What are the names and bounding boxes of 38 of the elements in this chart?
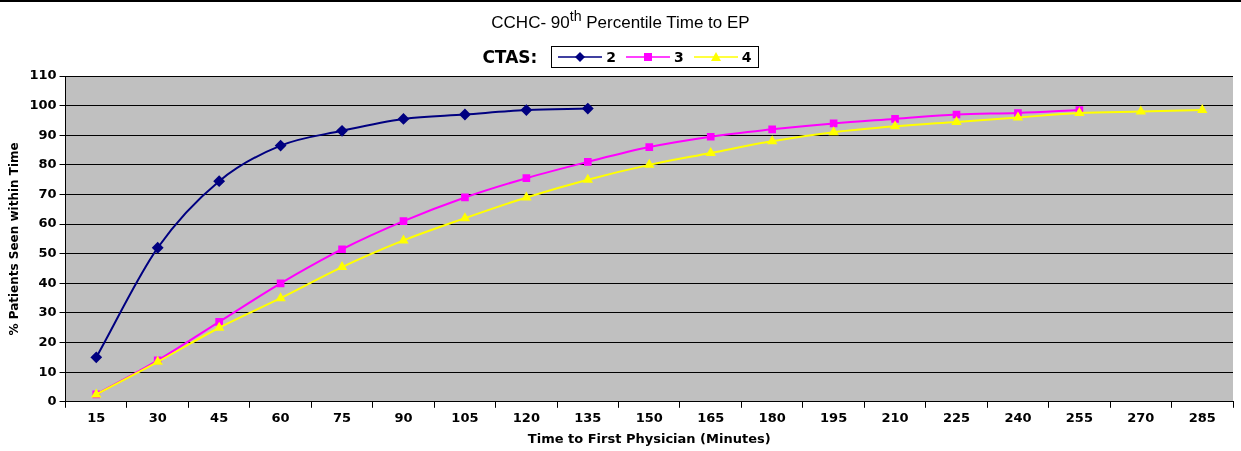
y-tick-label: 100: [29, 96, 57, 112]
y-tick-label: 30: [38, 304, 57, 320]
x-tick-label: 255: [1065, 409, 1093, 425]
x-tick-label: 210: [881, 409, 909, 425]
y-tick-label: 40: [38, 274, 57, 290]
x-tick-label: 30: [148, 409, 167, 425]
legend-label: 4: [741, 49, 752, 65]
y-tick-label: 110: [29, 67, 57, 83]
y-tick-label: 0: [47, 393, 57, 409]
x-tick-label: 75: [332, 409, 352, 425]
legend-label: 2: [606, 49, 617, 65]
x-axis-title: Time to First Physician (Minutes): [527, 430, 771, 446]
x-tick-label: 105: [451, 409, 479, 425]
x-tick-label: 15: [87, 409, 106, 425]
y-axis-title: % Patients Seen within Time: [7, 142, 22, 336]
x-tick-label: 285: [1188, 409, 1216, 425]
x-tick-label: 45: [210, 409, 229, 425]
y-tick-label: 80: [38, 156, 57, 172]
x-tick-label: 225: [942, 409, 971, 425]
x-tick-label: 135: [574, 409, 602, 425]
x-tick-label: 90: [394, 409, 413, 425]
legend-title: CTAS:: [482, 47, 538, 67]
x-tick-label: 195: [820, 409, 848, 425]
chart-title: CCHC- 90$^{th}$ Percentile Time to EP: [490, 8, 751, 33]
x-tick-label: 240: [1004, 409, 1032, 425]
y-tick-label: 60: [38, 215, 57, 231]
legend-label: 3: [674, 49, 684, 65]
x-tick-label: 180: [758, 409, 786, 425]
y-tick-label: 20: [38, 333, 57, 349]
y-tick-label: 90: [38, 126, 57, 142]
x-tick-label: 150: [635, 409, 663, 425]
x-tick-label: 165: [697, 409, 725, 425]
y-tick-label: 70: [38, 185, 57, 201]
y-tick-label: 50: [38, 245, 57, 261]
y-tick-label: 10: [38, 363, 57, 379]
x-tick-label: 270: [1127, 409, 1155, 425]
x-tick-label: 60: [271, 409, 290, 425]
x-tick-label: 120: [512, 409, 540, 425]
